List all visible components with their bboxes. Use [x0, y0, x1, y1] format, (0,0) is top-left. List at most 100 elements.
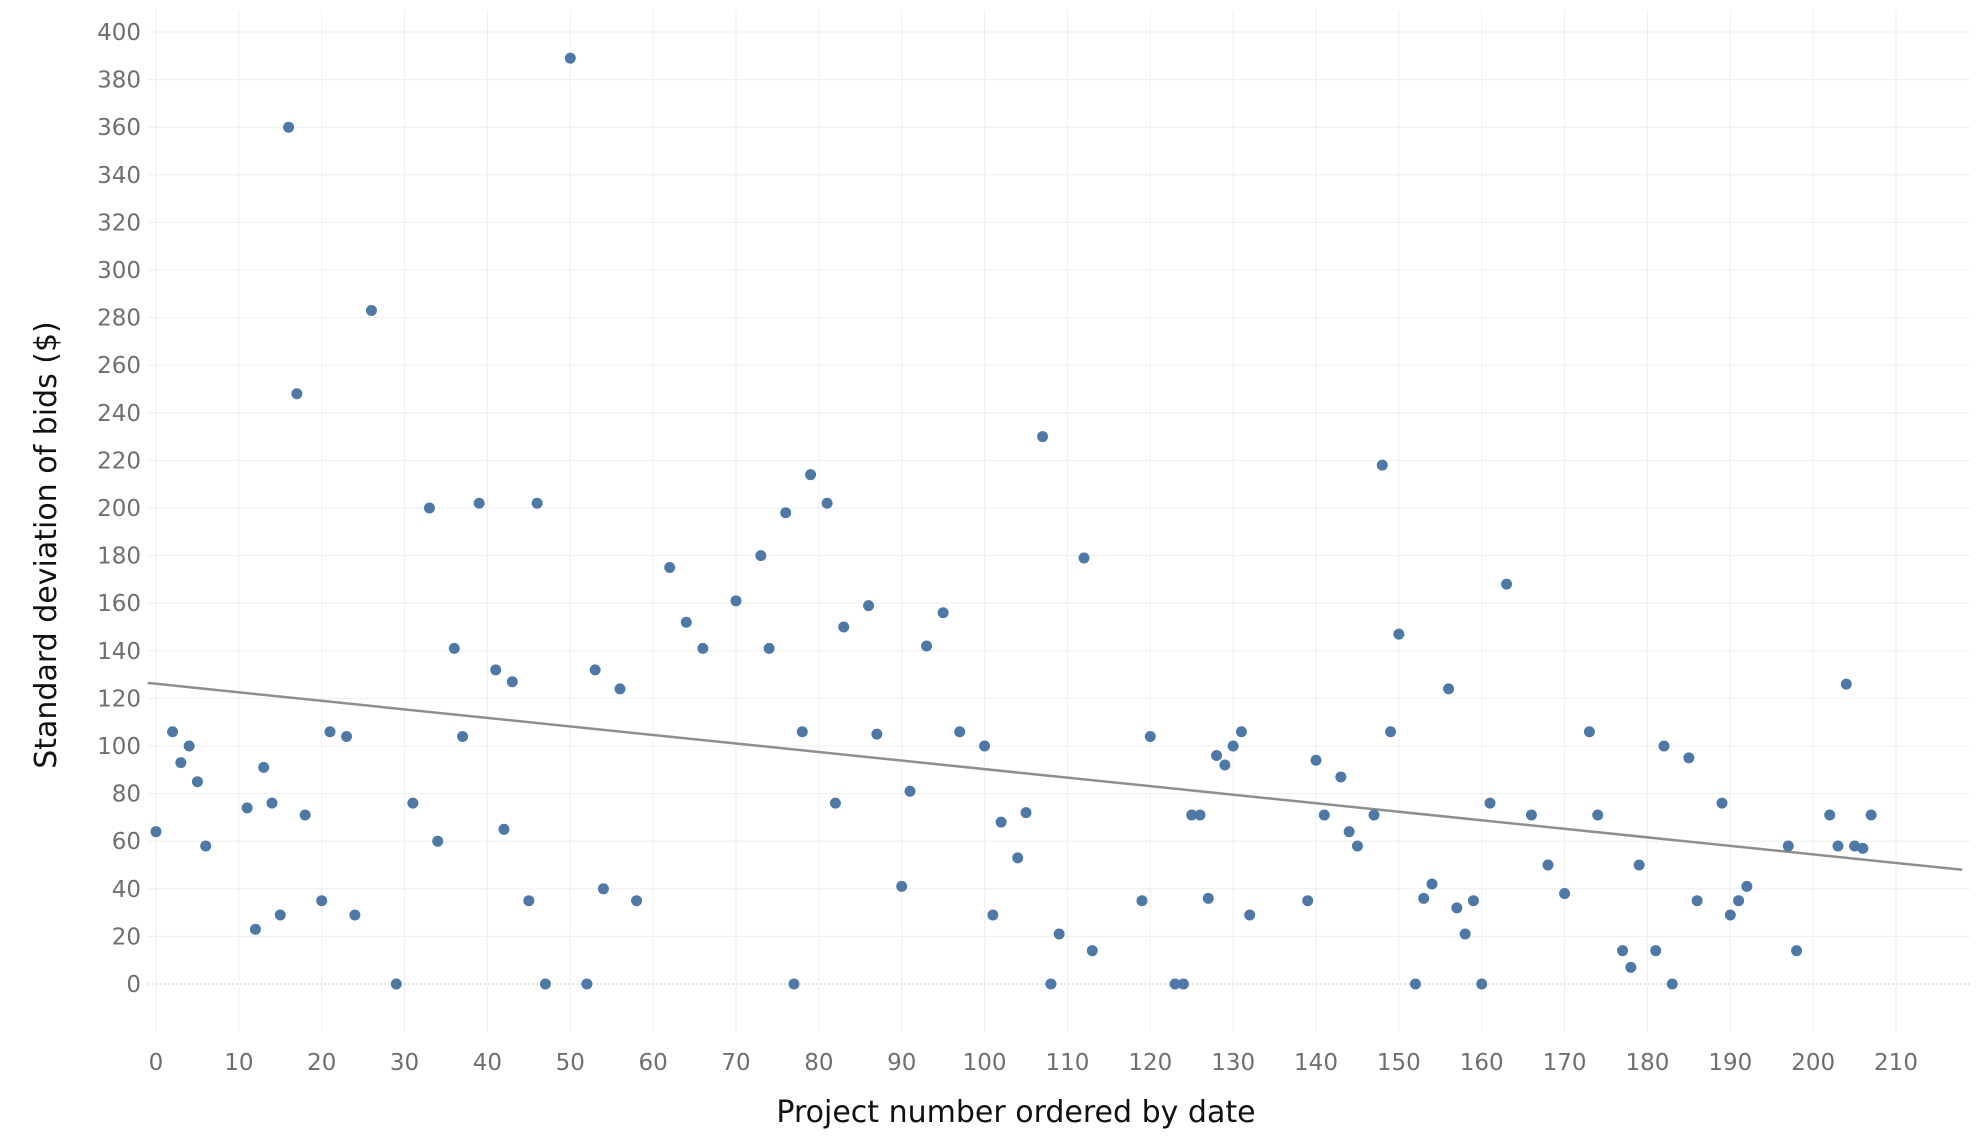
data-point — [829, 797, 841, 809]
data-point — [324, 726, 336, 738]
data-point — [1310, 754, 1322, 766]
data-point — [1144, 730, 1156, 742]
y-tick-label: 340 — [97, 163, 141, 189]
data-point — [788, 978, 800, 990]
data-point — [150, 826, 162, 838]
x-tick-label: 140 — [1294, 1050, 1338, 1076]
y-tick-label: 380 — [97, 68, 141, 94]
y-tick-label: 20 — [112, 924, 141, 950]
data-point — [167, 726, 179, 738]
data-point — [564, 52, 576, 64]
data-point — [1227, 740, 1239, 752]
data-point — [763, 642, 775, 654]
x-tick-label: 60 — [639, 1050, 668, 1076]
data-point — [937, 607, 949, 619]
trend-line — [147, 681, 1963, 872]
data-point — [1244, 909, 1256, 921]
data-point — [1443, 683, 1455, 695]
data-point — [1020, 807, 1032, 819]
data-point — [896, 880, 908, 892]
data-point — [1318, 809, 1330, 821]
y-tick-label: 200 — [97, 496, 141, 522]
data-point — [1053, 928, 1065, 940]
y-tick-label: 300 — [97, 258, 141, 284]
x-tick-label: 70 — [721, 1050, 750, 1076]
data-point — [432, 835, 444, 847]
data-point — [1617, 945, 1629, 957]
data-point — [1501, 578, 1513, 590]
data-point — [316, 895, 328, 907]
data-point — [614, 683, 626, 695]
x-tick-label: 210 — [1874, 1050, 1918, 1076]
data-point — [1840, 678, 1852, 690]
data-point — [987, 909, 999, 921]
data-point — [680, 616, 692, 628]
data-point — [274, 909, 286, 921]
data-point — [283, 121, 295, 133]
data-point — [1086, 945, 1098, 957]
data-point — [523, 895, 535, 907]
y-tick-label: 220 — [97, 448, 141, 474]
data-point — [796, 726, 808, 738]
data-point — [1650, 945, 1662, 957]
data-point — [457, 730, 469, 742]
y-tick-label: 100 — [97, 734, 141, 760]
x-tick-label: 110 — [1045, 1050, 1089, 1076]
y-tick-label: 400 — [97, 20, 141, 46]
data-point — [506, 676, 518, 688]
data-point — [291, 388, 303, 400]
x-axis-title: Project number ordered by date — [776, 1095, 1255, 1130]
data-point — [755, 550, 767, 562]
data-point — [1235, 726, 1247, 738]
data-point — [581, 978, 593, 990]
data-point — [1136, 895, 1148, 907]
data-point — [1194, 809, 1206, 821]
x-tick-label: 10 — [224, 1050, 253, 1076]
grid-lines — [148, 10, 1970, 1032]
y-tick-label: 80 — [112, 782, 141, 808]
y-tick-label: 140 — [97, 639, 141, 665]
data-point — [1351, 840, 1363, 852]
x-tick-label: 100 — [963, 1050, 1007, 1076]
data-point — [175, 757, 187, 769]
data-point — [863, 600, 875, 612]
data-point — [1476, 978, 1488, 990]
data-point — [498, 823, 510, 835]
data-point — [1169, 978, 1181, 990]
data-point — [1343, 826, 1355, 838]
data-point — [1409, 978, 1421, 990]
data-point — [490, 664, 502, 676]
data-point — [979, 740, 991, 752]
data-point — [1037, 431, 1049, 443]
data-point — [1219, 759, 1231, 771]
data-point — [1592, 809, 1604, 821]
data-point — [1683, 752, 1695, 764]
data-point — [871, 728, 883, 740]
data-point — [365, 304, 377, 316]
data-point — [597, 883, 609, 895]
y-tick-label: 160 — [97, 591, 141, 617]
data-point — [631, 895, 643, 907]
x-tick-label: 30 — [390, 1050, 419, 1076]
y-tick-label: 320 — [97, 210, 141, 236]
data-point — [531, 497, 543, 509]
data-points — [150, 52, 1877, 990]
data-point — [1857, 842, 1869, 854]
y-axis-ticks: 0 20 40 60 80 100 120 140 160 180 200 220 240 260 280 3… — [97, 20, 141, 998]
data-point — [249, 923, 261, 935]
data-point — [448, 642, 460, 654]
data-point — [1177, 978, 1189, 990]
data-point — [954, 726, 966, 738]
data-point — [1368, 809, 1380, 821]
data-point — [1782, 840, 1794, 852]
x-tick-label: 200 — [1791, 1050, 1835, 1076]
x-axis-ticks: 0 10 20 30 40 50 60 70 80 90 100 110 120 130 140 150 160… — [149, 1050, 1918, 1076]
data-point — [1078, 552, 1090, 564]
data-point — [730, 595, 742, 607]
data-point — [664, 562, 676, 573]
data-point — [921, 640, 933, 652]
data-point — [1849, 840, 1861, 852]
data-point — [1542, 859, 1554, 871]
data-point — [341, 730, 353, 742]
x-tick-label: 170 — [1543, 1050, 1587, 1076]
